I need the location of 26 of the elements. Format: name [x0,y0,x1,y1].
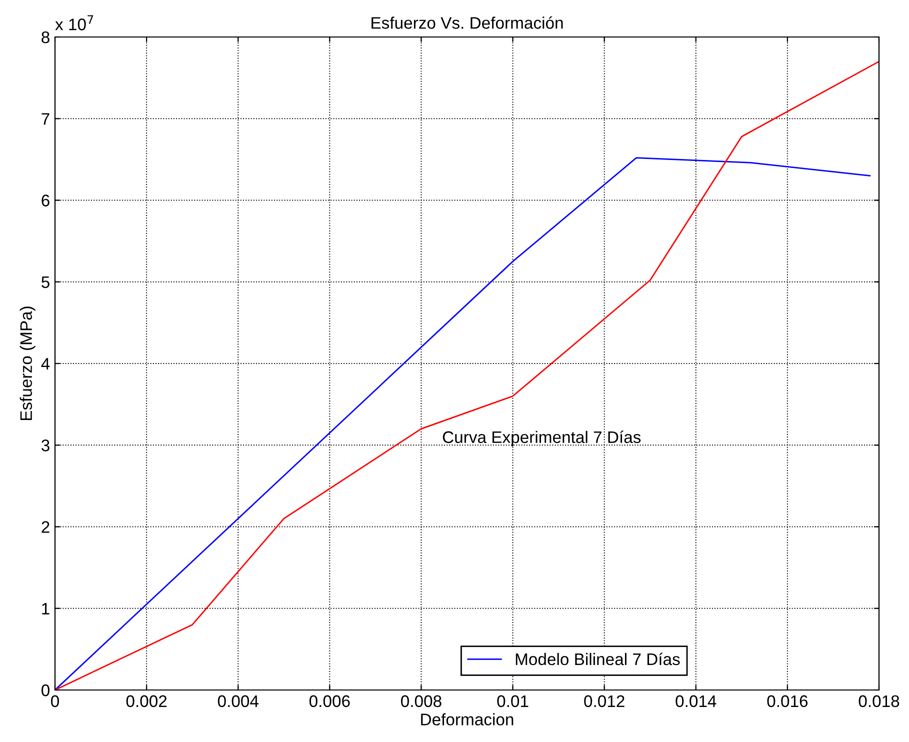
x-tick-label: 0.004 [218,695,258,708]
y-axis-title: Esfuerzo (MPa) [20,306,36,420]
legend-label: Modelo Bilineal 7 Días [516,652,680,666]
y-tick-label: 1 [42,602,50,614]
x-tick-label: 0.01 [497,695,528,708]
y-tick-label: 2 [42,521,50,533]
x-axis-title: Deformacion [421,713,514,726]
y-tick-label: 3 [42,440,50,452]
chart-title: Esfuerzo Vs. Deformación [372,16,563,29]
x-tick-label: 0.018 [858,695,900,708]
x-tick-label: 0.002 [126,695,167,708]
x-tick-label: 0.014 [676,695,716,708]
y-tick-label: 4 [41,358,50,370]
x-tick-label: 0.006 [309,695,350,708]
x-tick-label: 0.016 [767,695,808,708]
series-label: Curva Experimental 7 Días [442,430,641,446]
y-tick-label: 5 [42,276,50,288]
y-tick-label: 7 [42,113,50,125]
y-tick-label: 0 [42,684,50,696]
x-tick-label: 0.008 [401,695,442,708]
x-tick-label: 0 [51,695,59,708]
text: x 10$^{7}$ [55,15,94,30]
y-tick-label: 6 [42,194,50,206]
x-tick-label: 0.012 [584,695,624,708]
line-series [55,157,871,690]
y-tick-label: 8 [42,31,50,44]
